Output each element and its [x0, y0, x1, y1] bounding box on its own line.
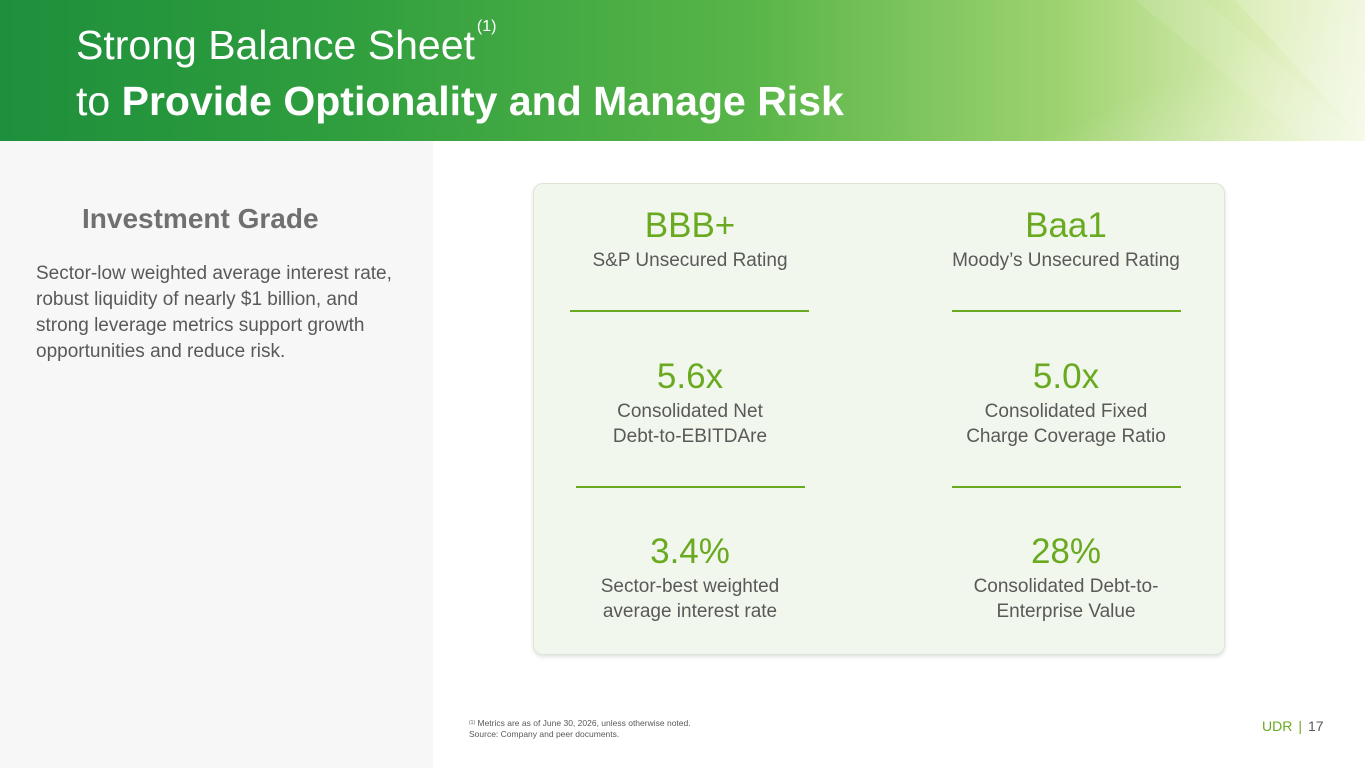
page-subtitle: to Provide Optionality and Manage Risk	[76, 78, 844, 124]
metric-label-line2: Charge Coverage Ratio	[966, 426, 1166, 447]
metric-label-line2: Debt-to-EBITDAre	[612, 426, 768, 447]
metric-value: 5.0x	[1032, 357, 1100, 396]
metric-value: BBB+	[644, 206, 736, 245]
page-title: Strong Balance Sheet (1)	[76, 18, 497, 68]
metric-net-debt-ebitdare: 5.6x Consolidated Net Debt-to-EBITDAre	[560, 357, 820, 449]
divider-row2-right	[952, 486, 1181, 488]
footer-brand: UDR	[1262, 718, 1293, 734]
divider-row2-left	[576, 486, 805, 488]
footnote: (1) Metrics are as of June 30, 2026, unl…	[469, 718, 691, 740]
page-subtitle-bold: Provide Optionality and Manage Risk	[121, 78, 844, 124]
metric-label-line1: Consolidated Debt-to-	[973, 576, 1159, 597]
metric-moodys-rating: Baa1 Moody’s Unsecured Rating	[926, 206, 1206, 273]
section-body: Sector-low weighted average interest rat…	[36, 263, 392, 362]
metric-label: Moody’s Unsecured Rating	[952, 250, 1180, 271]
metric-label-line1: Sector-best weighted	[600, 576, 780, 597]
header-corner-graphic	[1135, 0, 1365, 141]
header-shine	[0, 0, 1365, 141]
divider-row1-right	[952, 310, 1181, 312]
section-heading: Investment Grade	[82, 203, 319, 234]
header-banner: Strong Balance Sheet (1) to Provide Optio…	[0, 0, 1365, 141]
footnote-line2: Source: Company and peer documents.	[469, 729, 620, 739]
metric-value: 28%	[1030, 532, 1102, 571]
footer-separator: |	[1298, 718, 1302, 734]
footer: UDR | 17	[1262, 718, 1324, 734]
metric-value: Baa1	[1025, 206, 1107, 245]
divider-row1-left	[570, 310, 809, 312]
title-footnote-marker: (1)	[476, 18, 497, 35]
left-panel: Investment Grade Sector-low weighted ave…	[0, 141, 433, 768]
footnote-marker: (1)	[469, 720, 476, 726]
metric-label-line1: Consolidated Net	[617, 401, 763, 422]
metric-label: S&P Unsecured Rating	[592, 250, 788, 271]
metrics-card: BBB+ S&P Unsecured Rating Baa1 Moody’s U…	[533, 183, 1225, 655]
page-number: 17	[1307, 718, 1324, 734]
metric-label-line2: average interest rate	[602, 601, 778, 622]
metric-label-line2: Enterprise Value	[996, 601, 1136, 622]
footnote-line1: (1) Metrics are as of June 30, 2026, unl…	[469, 718, 691, 728]
metric-value: 3.4%	[650, 532, 730, 571]
metric-interest-rate: 3.4% Sector-best weighted average intere…	[560, 532, 820, 624]
metric-sp-rating: BBB+ S&P Unsecured Rating	[560, 206, 820, 273]
metric-fixed-charge-coverage: 5.0x Consolidated Fixed Charge Coverage …	[926, 357, 1206, 449]
metric-value: 5.6x	[656, 357, 724, 396]
metric-debt-to-ev: 28% Consolidated Debt-to- Enterprise Val…	[926, 532, 1206, 624]
metric-label-line1: Consolidated Fixed	[984, 401, 1148, 422]
